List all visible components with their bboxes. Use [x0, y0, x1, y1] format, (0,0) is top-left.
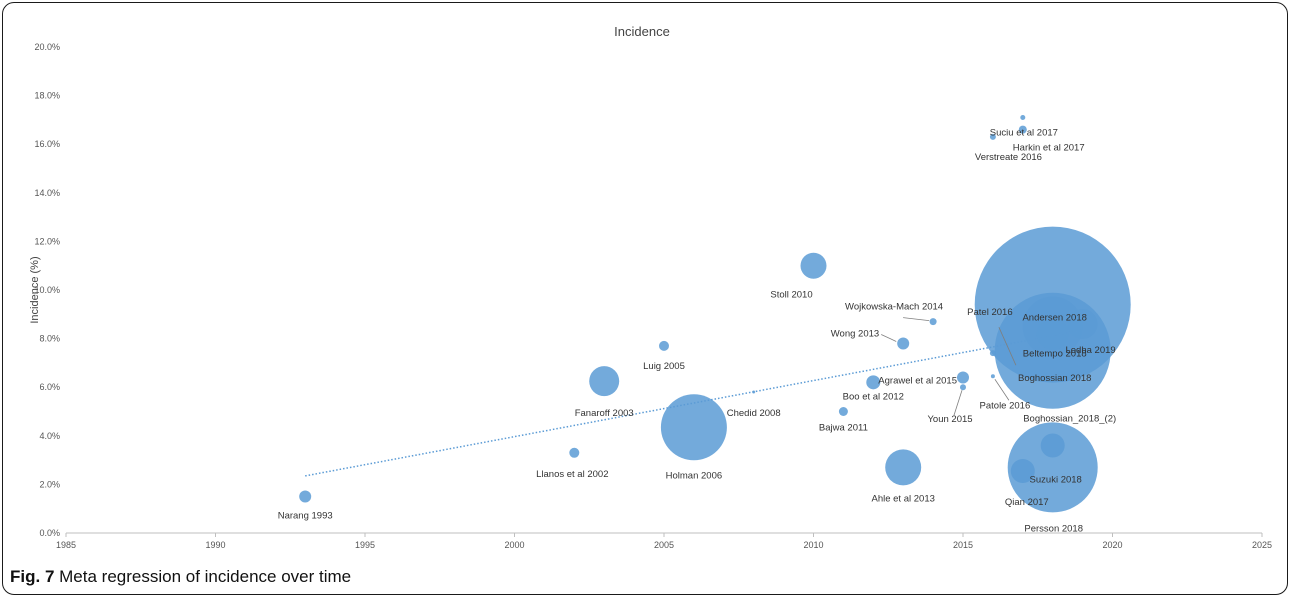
leader-line	[953, 390, 963, 416]
bubble-point	[589, 366, 620, 397]
leader-line	[881, 334, 897, 342]
y-tick-label: 6.0%	[39, 382, 60, 392]
point-label: Narang 1993	[278, 511, 333, 522]
bubble-point	[838, 407, 848, 416]
bubble-point	[866, 375, 881, 390]
point-label: Andersen 2018	[1022, 313, 1086, 324]
bubble-point	[960, 384, 966, 391]
point-label: Boghossian_2018_(2)	[1023, 414, 1116, 425]
leader-lines	[881, 317, 1017, 416]
point-label: Suciu et al 2017	[990, 127, 1058, 138]
x-tick-label: 2015	[953, 540, 973, 550]
point-label: Ahle et al 2013	[872, 493, 935, 504]
bubble-point	[1067, 309, 1098, 340]
y-tick-label: 10.0%	[34, 285, 60, 295]
point-label: Lodha 2019	[1065, 345, 1115, 356]
chart-title: Incidence	[614, 24, 670, 39]
point-label: Harkin et al 2017	[1013, 143, 1085, 154]
bubble-point	[957, 371, 969, 384]
bubble-point	[299, 490, 312, 503]
y-tick-label: 18.0%	[34, 91, 60, 101]
point-labels: Narang 1993 Llanos et al 2002 Fanaroff 200…	[278, 127, 1116, 534]
bubble-point	[800, 252, 827, 279]
bubble-point	[660, 394, 727, 461]
point-label: Beltempo 2018	[1023, 348, 1087, 359]
point-label: Fanaroff 2003	[575, 408, 634, 419]
point-label: Llanos et al 2002	[536, 469, 608, 480]
caption-text: Meta regression of incidence over time	[59, 567, 352, 586]
bubble-point	[989, 350, 996, 357]
y-tick-label: 8.0%	[39, 334, 60, 344]
bubble-point	[1020, 114, 1026, 120]
leader-line	[994, 379, 1010, 401]
bubble-point	[659, 340, 669, 351]
point-label: Qian 2017	[1005, 497, 1049, 508]
bubble-point	[897, 337, 910, 350]
point-label: Stoll 2010	[770, 290, 812, 301]
y-tick-label: 14.0%	[34, 188, 60, 198]
bubble-point	[569, 447, 580, 458]
point-label: Wojkowska-Mach 2014	[845, 302, 943, 313]
bubble-point	[1007, 422, 1098, 513]
point-label: Wong 2013	[831, 328, 879, 339]
figure-label: Fig. 7	[10, 567, 55, 586]
point-label: Boo et al 2012	[843, 391, 904, 402]
leader-line	[998, 327, 1017, 366]
y-tick-label: 2.0%	[39, 479, 60, 489]
y-tick-label: 0.0%	[39, 528, 60, 538]
point-label: Suzuki 2018	[1030, 475, 1082, 486]
x-ticks: 1985 1990 1995 2000 2005 2010 2015 2020 2025	[56, 533, 1272, 550]
x-tick-label: 2000	[504, 540, 524, 550]
y-tick-label: 4.0%	[39, 431, 60, 441]
x-tick-label: 1985	[56, 540, 76, 550]
y-axis-label: Incidence (%)	[29, 256, 41, 323]
bubble-point	[885, 449, 922, 486]
bubble-point	[929, 318, 937, 326]
point-label: Agrawel et al 2015	[878, 375, 957, 386]
x-tick-label: 2025	[1252, 540, 1272, 550]
point-label: Verstreate 2016	[975, 152, 1042, 163]
bubble-point	[990, 374, 995, 379]
x-tick-label: 1990	[205, 540, 225, 550]
point-label: Patel 2016	[967, 307, 1012, 318]
point-label: Youn 2015	[927, 414, 972, 425]
figure-caption: Fig. 7 Meta regression of incidence over…	[10, 567, 351, 587]
x-tick-label: 2020	[1102, 540, 1122, 550]
leader-line	[903, 317, 930, 321]
bubbles	[299, 114, 1131, 513]
x-tick-label: 2005	[654, 540, 674, 550]
y-tick-label: 20.0%	[34, 42, 60, 52]
point-label: Persson 2018	[1024, 523, 1083, 534]
point-label: Holman 2006	[666, 470, 723, 481]
bubble-point	[1010, 459, 1035, 484]
bubble-point	[1018, 125, 1027, 134]
y-tick-label: 12.0%	[34, 236, 60, 246]
y-tick-label: 16.0%	[34, 139, 60, 149]
bubble-point	[1040, 433, 1065, 458]
y-ticks: 0.0% 2.0% 4.0% 6.0% 8.0% 10.0% 12.0% 14.0% 16.0%…	[34, 42, 60, 538]
bubble-point	[989, 133, 996, 140]
point-label: Bajwa 2011	[819, 423, 868, 434]
trendline	[305, 329, 1083, 477]
point-label: Patole 2016	[980, 400, 1031, 411]
x-tick-label: 1995	[355, 540, 375, 550]
chart: Incidence Incidence (%) 0.0% 2.0% 4.0% 6.0%…	[29, 24, 1272, 550]
point-label: Boghossian 2018	[1018, 373, 1091, 384]
point-label: Luig 2005	[643, 361, 685, 372]
bubble-point	[1036, 317, 1069, 350]
point-label: Chedid 2008	[727, 408, 781, 419]
x-tick-label: 2010	[803, 540, 823, 550]
